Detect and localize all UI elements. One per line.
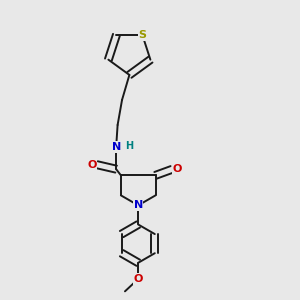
Text: S: S (138, 30, 146, 40)
Text: N: N (134, 200, 143, 210)
Text: O: O (172, 164, 182, 174)
Text: H: H (125, 141, 134, 151)
Text: O: O (134, 274, 143, 284)
Text: N: N (112, 142, 121, 152)
Text: O: O (87, 160, 96, 170)
